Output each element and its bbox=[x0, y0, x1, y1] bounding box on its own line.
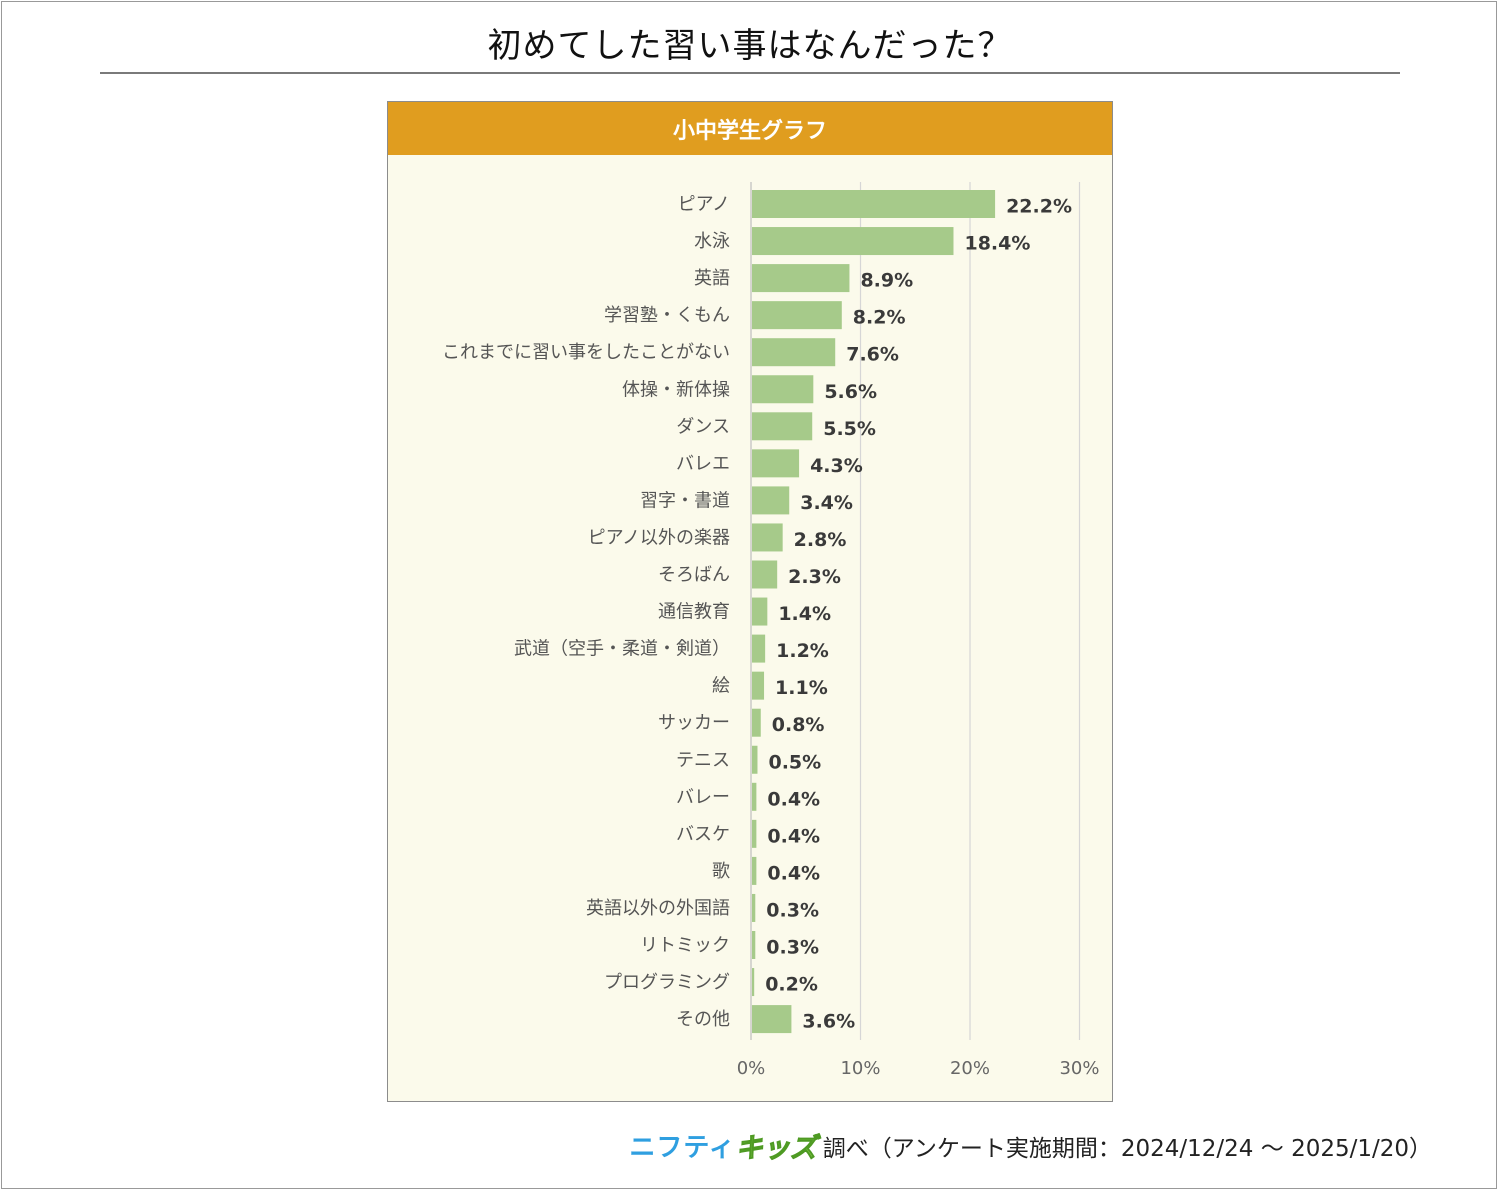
category-label: 水泳 bbox=[694, 231, 730, 252]
bar-chart: 0% 10% 20% 30% ピアノ 22.2% 水泳 18.4% 英語 8.9% 学習塾・くもん 8… bbox=[442, 182, 1100, 1079]
bar-18 bbox=[752, 856, 757, 885]
bar-12 bbox=[752, 634, 766, 663]
bar-22 bbox=[752, 1005, 792, 1034]
category-label: 英語以外の外国語 bbox=[586, 898, 730, 919]
title-divider bbox=[100, 72, 1400, 74]
category-label: バスケ bbox=[676, 824, 730, 845]
category-label: 通信教育 bbox=[658, 602, 730, 623]
category-label: 習字・書道 bbox=[640, 490, 730, 511]
value-label: 0.4% bbox=[767, 862, 820, 884]
category-label: リトミック bbox=[640, 935, 730, 956]
value-label: 8.9% bbox=[860, 270, 913, 292]
value-label: 1.2% bbox=[776, 640, 829, 662]
x-tick-label: 10% bbox=[840, 1058, 880, 1079]
value-label: 8.2% bbox=[853, 307, 906, 329]
bar-21 bbox=[752, 968, 755, 997]
category-label: その他 bbox=[676, 1009, 730, 1030]
footer-credit: ニフティ キッズ 調べ（アンケート実施期間：2024/12/24 ～ 2025/… bbox=[629, 1126, 1432, 1165]
value-label: 4.3% bbox=[810, 455, 863, 477]
bar-4 bbox=[752, 338, 836, 367]
value-label: 2.8% bbox=[794, 529, 847, 551]
category-label: そろばん bbox=[658, 565, 730, 586]
category-label: ピアノ bbox=[678, 194, 730, 215]
value-label: 0.4% bbox=[767, 825, 820, 847]
category-label: サッカー bbox=[658, 713, 730, 734]
value-label: 0.5% bbox=[768, 751, 821, 773]
chart-header: 小中学生グラフ bbox=[388, 102, 1112, 155]
bar-13 bbox=[752, 671, 765, 700]
survey-period-text: 調べ（アンケート実施期間：2024/12/24 ～ 2025/1/20） bbox=[822, 1135, 1432, 1162]
bar-15 bbox=[752, 745, 758, 774]
bar-5 bbox=[752, 375, 814, 404]
category-label: 武道（空手・柔道・剣道） bbox=[514, 639, 730, 660]
bar-7 bbox=[752, 449, 800, 478]
bar-6 bbox=[752, 412, 813, 441]
bar-10 bbox=[752, 560, 778, 589]
bar-16 bbox=[752, 782, 757, 811]
value-label: 7.6% bbox=[846, 344, 899, 366]
value-label: 1.4% bbox=[778, 603, 831, 625]
value-label: 0.8% bbox=[772, 714, 825, 736]
bar-9 bbox=[752, 523, 783, 552]
bar-8 bbox=[752, 486, 790, 515]
value-label: 0.4% bbox=[767, 788, 820, 810]
bar-1 bbox=[752, 227, 954, 256]
category-label: バレー bbox=[676, 787, 730, 808]
bar-17 bbox=[752, 819, 757, 848]
x-tick-label: 20% bbox=[950, 1058, 990, 1079]
bar-11 bbox=[752, 597, 768, 626]
value-label: 18.4% bbox=[964, 233, 1030, 255]
category-label: ダンス bbox=[676, 416, 730, 437]
value-label: 5.5% bbox=[823, 418, 876, 440]
value-label: 3.6% bbox=[802, 1011, 855, 1033]
bar-14 bbox=[752, 708, 761, 737]
category-label: テニス bbox=[676, 750, 730, 771]
category-label: ピアノ以外の楽器 bbox=[588, 527, 730, 548]
category-label: 学習塾・くもん bbox=[604, 304, 730, 326]
category-label: 絵 bbox=[712, 676, 730, 697]
category-label: バレエ bbox=[676, 453, 730, 474]
value-label: 0.2% bbox=[765, 974, 818, 996]
chart-title: 小中学生グラフ bbox=[672, 118, 827, 144]
bar-20 bbox=[752, 931, 756, 959]
value-label: 2.3% bbox=[788, 566, 841, 588]
bar-2 bbox=[752, 264, 850, 293]
bar-0 bbox=[752, 190, 996, 218]
category-label: 英語 bbox=[694, 268, 730, 289]
value-label: 0.3% bbox=[766, 937, 819, 959]
category-label: プログラミング bbox=[604, 972, 730, 993]
logo-text-kids: キッズ bbox=[735, 1133, 817, 1165]
category-label: 歌 bbox=[712, 861, 730, 882]
category-label: これまでに習い事をしたことがない bbox=[442, 342, 730, 363]
value-label: 3.4% bbox=[800, 492, 853, 514]
bar-19 bbox=[752, 893, 756, 922]
bar-3 bbox=[752, 301, 842, 330]
page-title: 初めてした習い事はなんだった？ bbox=[487, 26, 1013, 66]
value-label: 5.6% bbox=[824, 381, 877, 403]
value-label: 22.2% bbox=[1006, 196, 1072, 218]
x-tick-label: 30% bbox=[1059, 1058, 1099, 1079]
category-label: 体操・新体操 bbox=[622, 379, 730, 400]
value-label: 0.3% bbox=[766, 899, 819, 921]
value-label: 1.1% bbox=[775, 677, 828, 699]
chart-panel: 小中学生グラフ 0% 10% 20% 30% ピアノ 22.2% 水泳 18.4% 英語 8.9%… bbox=[387, 101, 1113, 1102]
logo-text-nifty: ニフティ bbox=[629, 1133, 736, 1163]
x-tick-label: 0% bbox=[737, 1058, 766, 1079]
